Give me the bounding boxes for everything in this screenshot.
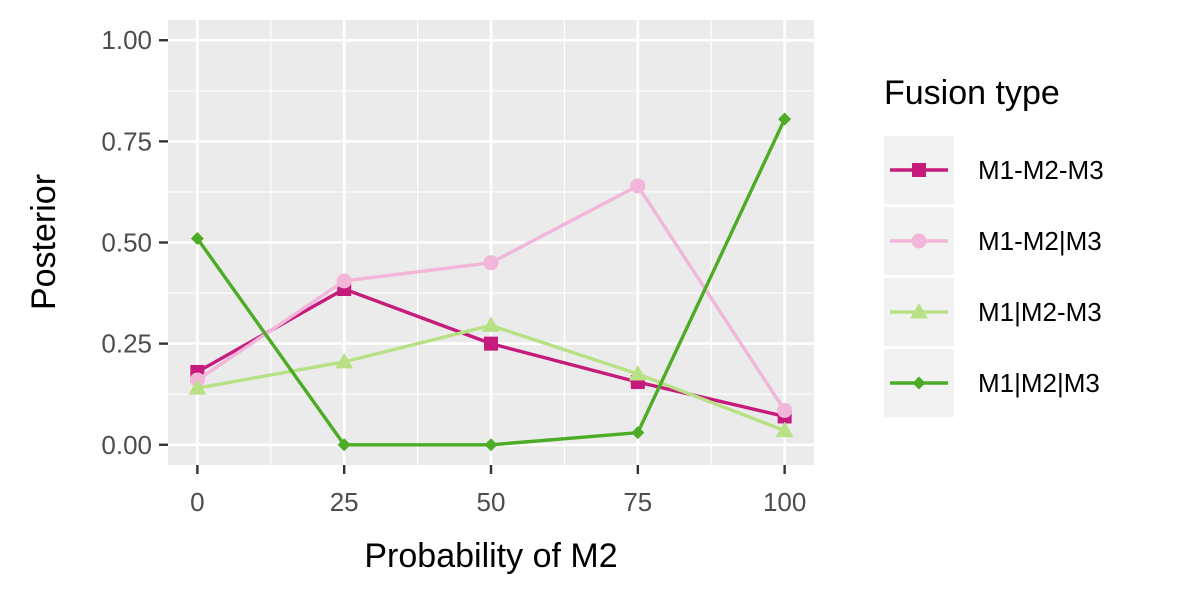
data-point bbox=[335, 352, 354, 369]
data-point bbox=[778, 112, 792, 126]
data-point bbox=[190, 231, 204, 245]
data-point bbox=[775, 421, 794, 438]
data-point bbox=[337, 438, 351, 452]
series-3 bbox=[190, 112, 792, 452]
legend-label: M1|M2|M3 bbox=[978, 368, 1100, 398]
legend-item: M1-M2|M3 bbox=[884, 207, 1102, 275]
legend-label: M1-M2-M3 bbox=[978, 155, 1104, 185]
legend-key-marker bbox=[910, 303, 928, 319]
x-tick-label: 0 bbox=[190, 487, 204, 517]
legend-item: M1|M2|M3 bbox=[884, 349, 1100, 417]
legend-key-marker bbox=[911, 233, 927, 249]
data-point bbox=[188, 379, 207, 395]
x-tick-label: 25 bbox=[330, 487, 359, 517]
data-point bbox=[630, 178, 646, 194]
x-tick-label: 100 bbox=[763, 487, 806, 517]
legend-key-marker bbox=[912, 376, 926, 390]
legend-item: M1|M2-M3 bbox=[884, 278, 1102, 346]
y-tick-label: 0.50 bbox=[101, 228, 152, 258]
legend-item: M1-M2-M3 bbox=[884, 136, 1104, 204]
data-point bbox=[631, 426, 645, 440]
data-point bbox=[484, 438, 498, 452]
data-point bbox=[483, 255, 499, 271]
y-axis-title: Posterior bbox=[25, 174, 63, 310]
legend-title: Fusion type bbox=[884, 74, 1060, 112]
y-tick-label: 0.75 bbox=[101, 126, 152, 156]
data-point bbox=[484, 336, 498, 351]
legend: Fusion type M1-M2-M3 M1-M2|M3 M1|M2-M3 M1|M… bbox=[884, 74, 1104, 417]
data-point bbox=[777, 402, 793, 418]
series-layer bbox=[188, 112, 794, 452]
data-point bbox=[336, 273, 352, 289]
y-tick-label: 1.00 bbox=[101, 25, 152, 55]
legend-label: M1-M2|M3 bbox=[978, 226, 1102, 256]
series-2 bbox=[188, 316, 794, 438]
data-point bbox=[482, 316, 500, 332]
x-axis: 0 25 50 75 100 bbox=[190, 465, 806, 517]
y-axis: 0.00 0.25 0.50 0.75 1.00 bbox=[101, 25, 168, 460]
y-tick-label: 0.25 bbox=[101, 329, 152, 359]
x-axis-title: Probability of M2 bbox=[364, 537, 617, 575]
y-tick-label: 0.00 bbox=[101, 430, 152, 460]
data-point bbox=[628, 364, 647, 381]
legend-key-marker bbox=[912, 163, 926, 177]
x-tick-label: 50 bbox=[477, 487, 506, 517]
legend-label: M1|M2-M3 bbox=[978, 297, 1102, 327]
series-1 bbox=[189, 178, 793, 418]
x-tick-label: 75 bbox=[623, 487, 652, 517]
